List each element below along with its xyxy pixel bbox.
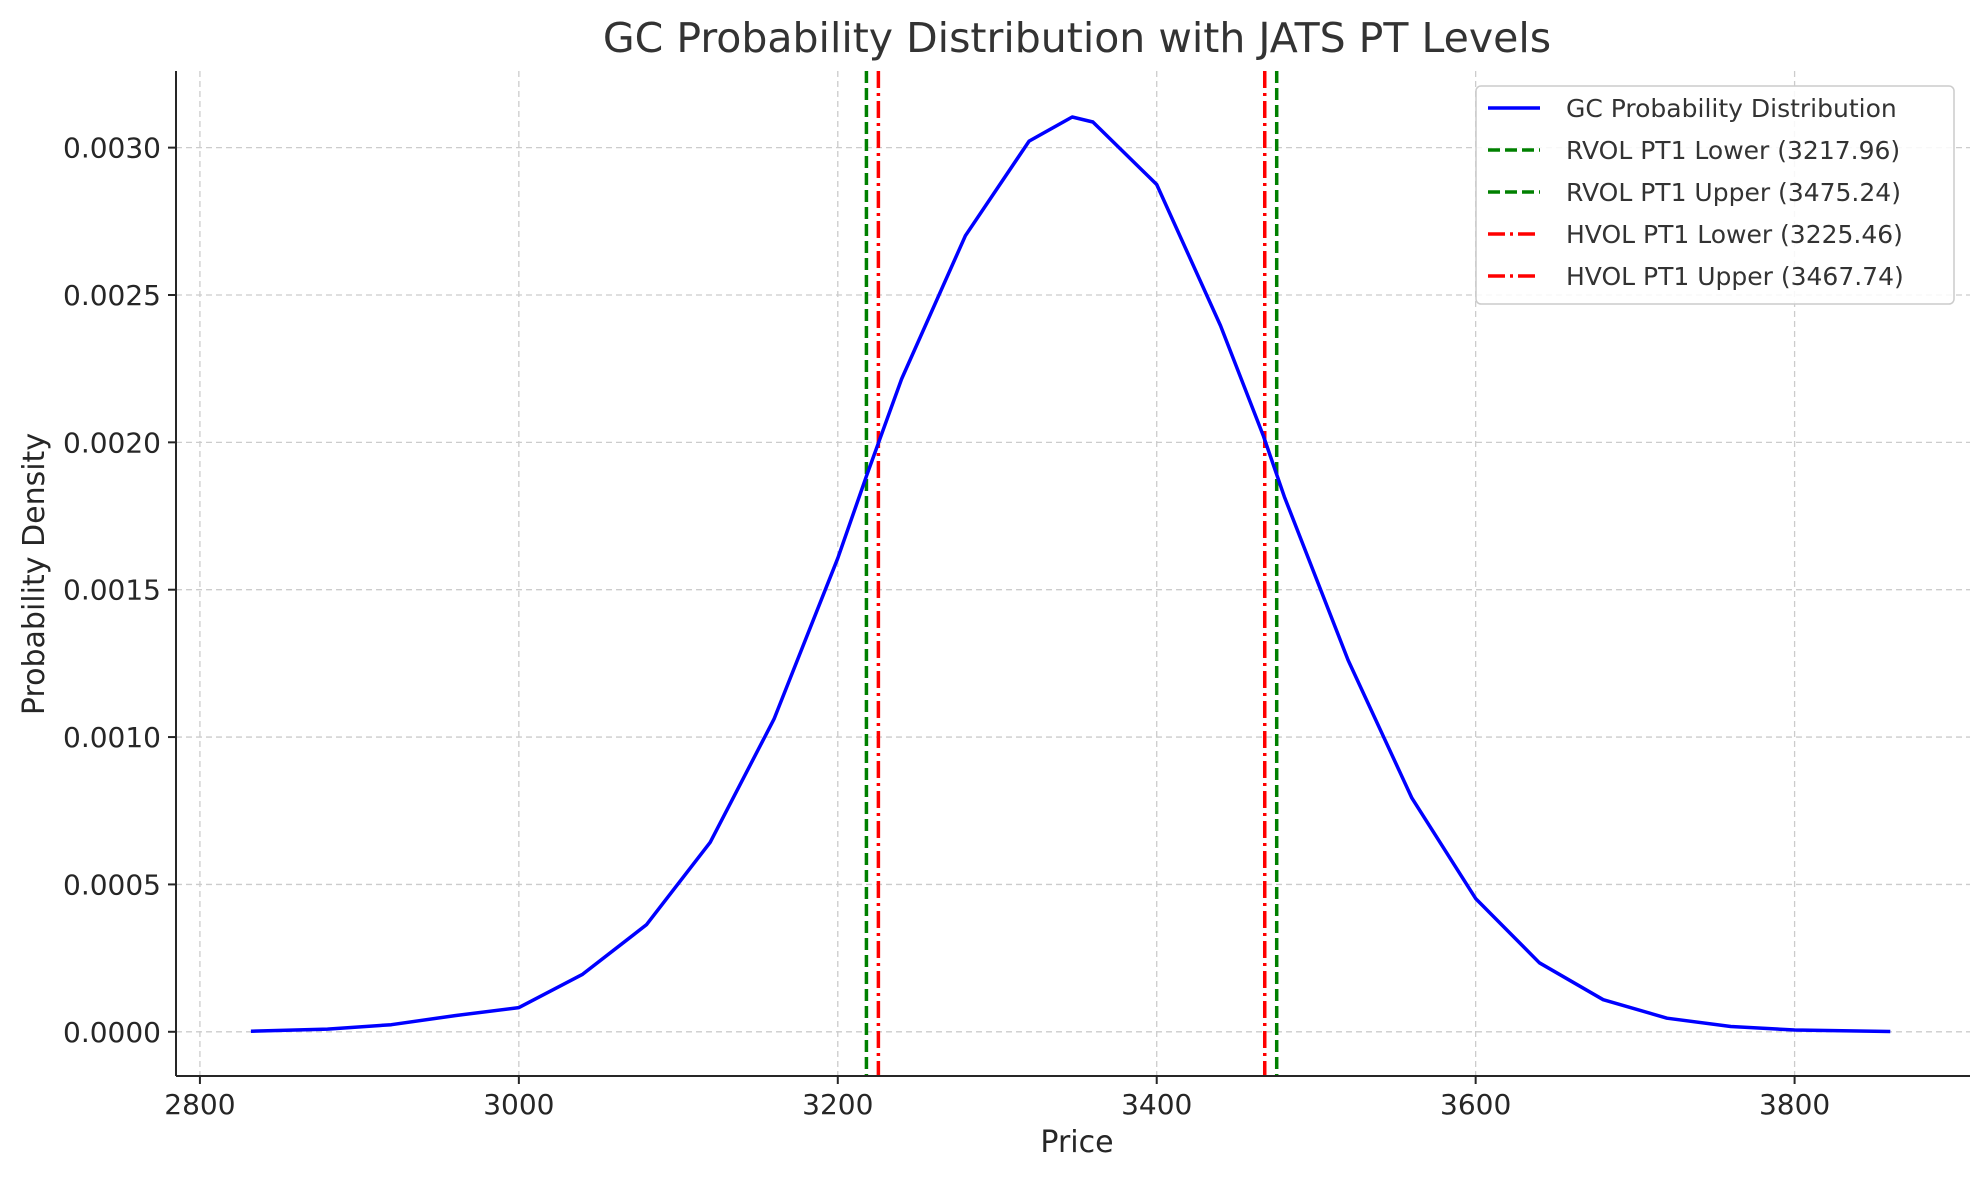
- legend-frame: [1475, 85, 1955, 305]
- axes: [175, 71, 1970, 1077]
- x-tick-label: 3200: [802, 1088, 873, 1121]
- y-tick-label: 0.0000: [63, 1016, 161, 1049]
- x-axis-label: Price: [1040, 1125, 1113, 1160]
- chart-title: GC Probability Distribution with JATS PT…: [603, 14, 1551, 62]
- x-tick-label: 3800: [1759, 1088, 1830, 1121]
- series-line-0: [250, 115, 1891, 1034]
- legend-label-4: HVOL PT1 Upper (3467.74): [1566, 262, 1904, 291]
- y-tick-label: 0.0010: [63, 721, 161, 754]
- y-tick-label: 0.0025: [63, 279, 161, 312]
- y-tick-label: 0.0020: [63, 426, 161, 459]
- x-tick-label: 3000: [483, 1088, 554, 1121]
- legend-label-0: GC Probability Distribution: [1566, 94, 1897, 123]
- y-axis-label: Probability Density: [17, 433, 52, 715]
- x-tick-label: 2800: [164, 1088, 235, 1121]
- y-tick-label: 0.0015: [63, 574, 161, 607]
- vertical-lines: [864, 71, 1279, 1076]
- legend-label-3: HVOL PT1 Lower (3225.46): [1566, 220, 1903, 249]
- legend-label-2: RVOL PT1 Upper (3475.24): [1566, 178, 1901, 207]
- series-lines: [250, 115, 1891, 1034]
- x-tick-label: 3400: [1121, 1088, 1192, 1121]
- y-tick-label: 0.0030: [63, 132, 161, 165]
- legend-label-1: RVOL PT1 Lower (3217.96): [1566, 136, 1900, 165]
- x-ticks: 2800 3000 3200 3400 3600 3800: [164, 1076, 1830, 1121]
- y-ticks: 0.0000 0.0005 0.0010 0.0015 0.0020 0.0025 0.00…: [63, 132, 176, 1049]
- x-tick-label: 3600: [1440, 1088, 1511, 1121]
- legend: GC Probability Distribution RVOL PT1 Lowe…: [1475, 85, 1955, 305]
- y-tick-label: 0.0005: [63, 868, 161, 901]
